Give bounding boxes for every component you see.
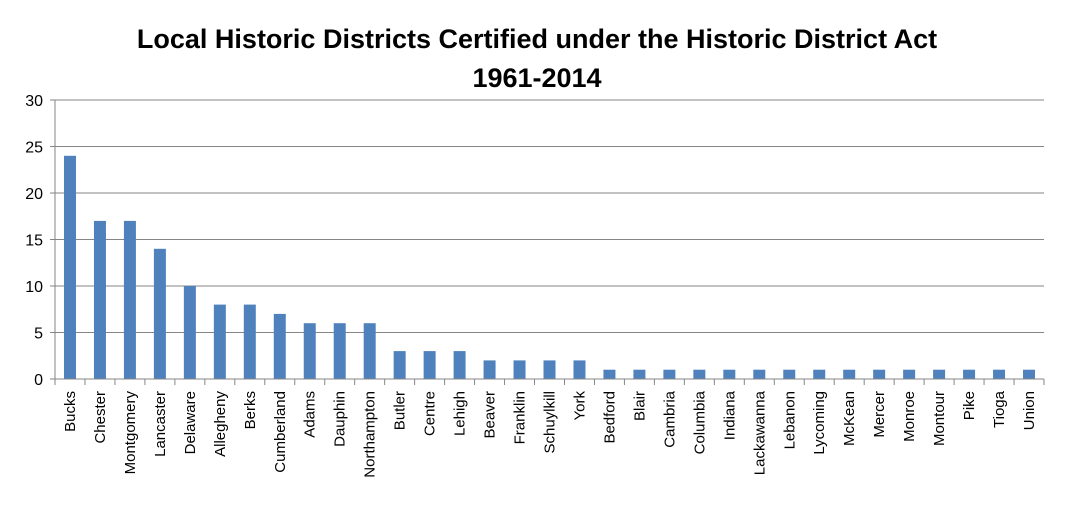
x-tick-label: Montgomery <box>122 391 139 475</box>
bars <box>63 155 1036 379</box>
x-tick-label: Lebanon <box>781 391 798 449</box>
chart-title-line-1: Local Historic Districts Certified under… <box>137 24 937 54</box>
x-tick-label: Dauphin <box>332 391 349 447</box>
x-tick-label: Berks <box>242 391 259 429</box>
x-tick-label: Northampton <box>362 391 379 478</box>
bar-union <box>1023 369 1036 379</box>
y-tick-label: 20 <box>25 186 43 203</box>
bar-chester <box>93 220 106 379</box>
y-tick-label: 25 <box>25 140 43 157</box>
x-tick-label: Pike <box>961 391 978 420</box>
y-tick-label: 5 <box>34 326 43 343</box>
bar-lycoming <box>813 369 826 379</box>
x-tick-label: Tioga <box>991 390 1008 428</box>
bar-monroe <box>903 369 916 379</box>
bar-lackawanna <box>753 369 766 379</box>
x-tick-label: Schuylkill <box>542 391 559 454</box>
x-tick-label: Lancaster <box>152 391 169 457</box>
y-tick-label: 0 <box>34 372 43 389</box>
bar-mckean <box>843 369 856 379</box>
bar-cambria <box>663 369 676 379</box>
bar-indiana <box>723 369 736 379</box>
x-tick-label: Cambria <box>661 390 678 447</box>
bar-butler <box>393 351 406 379</box>
x-tick-label: Allegheny <box>212 391 229 457</box>
chart-title-line-2: 1961-2014 <box>472 63 601 93</box>
x-tick-label: Montour <box>931 391 948 446</box>
x-tick-label: McKean <box>841 391 858 446</box>
x-tick-label: Monroe <box>901 391 918 442</box>
bar-cumberland <box>273 313 286 379</box>
x-tick-label: Butler <box>392 391 409 430</box>
x-tick-label: Lycoming <box>811 391 828 455</box>
x-tick-label: Blair <box>631 391 648 421</box>
bar-adams <box>303 323 316 379</box>
bar-lehigh <box>453 351 466 379</box>
y-tick-label: 30 <box>25 93 43 110</box>
x-tick-label: Delaware <box>182 391 199 454</box>
bar-bucks <box>63 155 76 379</box>
bar-pike <box>963 369 976 379</box>
x-tick-label: Union <box>1021 391 1038 430</box>
x-tick-label: Adams <box>302 391 319 438</box>
bar-mercer <box>873 369 886 379</box>
bar-berks <box>243 304 256 379</box>
bar-montour <box>933 369 946 379</box>
x-tick-label: Cumberland <box>272 391 289 473</box>
x-tick-label: Chester <box>92 391 109 444</box>
bar-bedford <box>603 369 616 379</box>
x-tick-label: Lehigh <box>452 391 469 436</box>
bar-delaware <box>183 286 196 379</box>
x-tick-label: Bedford <box>601 391 618 444</box>
bar-montgomery <box>123 220 136 379</box>
bar-lebanon <box>783 369 796 379</box>
x-tick-label: Indiana <box>721 390 738 440</box>
x-tick-label: Franklin <box>512 391 529 444</box>
bar-tioga <box>993 369 1006 379</box>
y-axis: 0 5 10 15 20 25 30 <box>25 93 56 389</box>
bar-beaver <box>483 360 496 379</box>
bar-blair <box>633 369 646 379</box>
y-tick-label: 15 <box>25 233 43 250</box>
bar-franklin <box>513 360 526 379</box>
x-axis: Bucks Chester Montgomery Lancaster Delaware A… <box>54 378 1045 478</box>
x-tick-label: York <box>571 391 588 421</box>
bar-schuylkill <box>543 360 556 379</box>
x-tick-label: Lackawanna <box>751 390 768 475</box>
bar-dauphin <box>333 323 346 379</box>
x-tick-label: Centre <box>422 391 439 436</box>
bar-york <box>573 360 586 379</box>
x-tick-label: Mercer <box>871 391 888 438</box>
x-tick-label: Beaver <box>482 391 499 439</box>
bar-columbia <box>693 369 706 379</box>
x-tick-label: Bucks <box>62 391 79 432</box>
y-tick-label: 10 <box>25 279 43 296</box>
bar-northampton <box>363 323 376 379</box>
bar-centre <box>423 351 436 379</box>
gridlines <box>55 99 1044 380</box>
x-tick-label: Columbia <box>691 390 708 454</box>
bar-allegheny <box>213 304 226 379</box>
bar-lancaster <box>153 248 166 379</box>
